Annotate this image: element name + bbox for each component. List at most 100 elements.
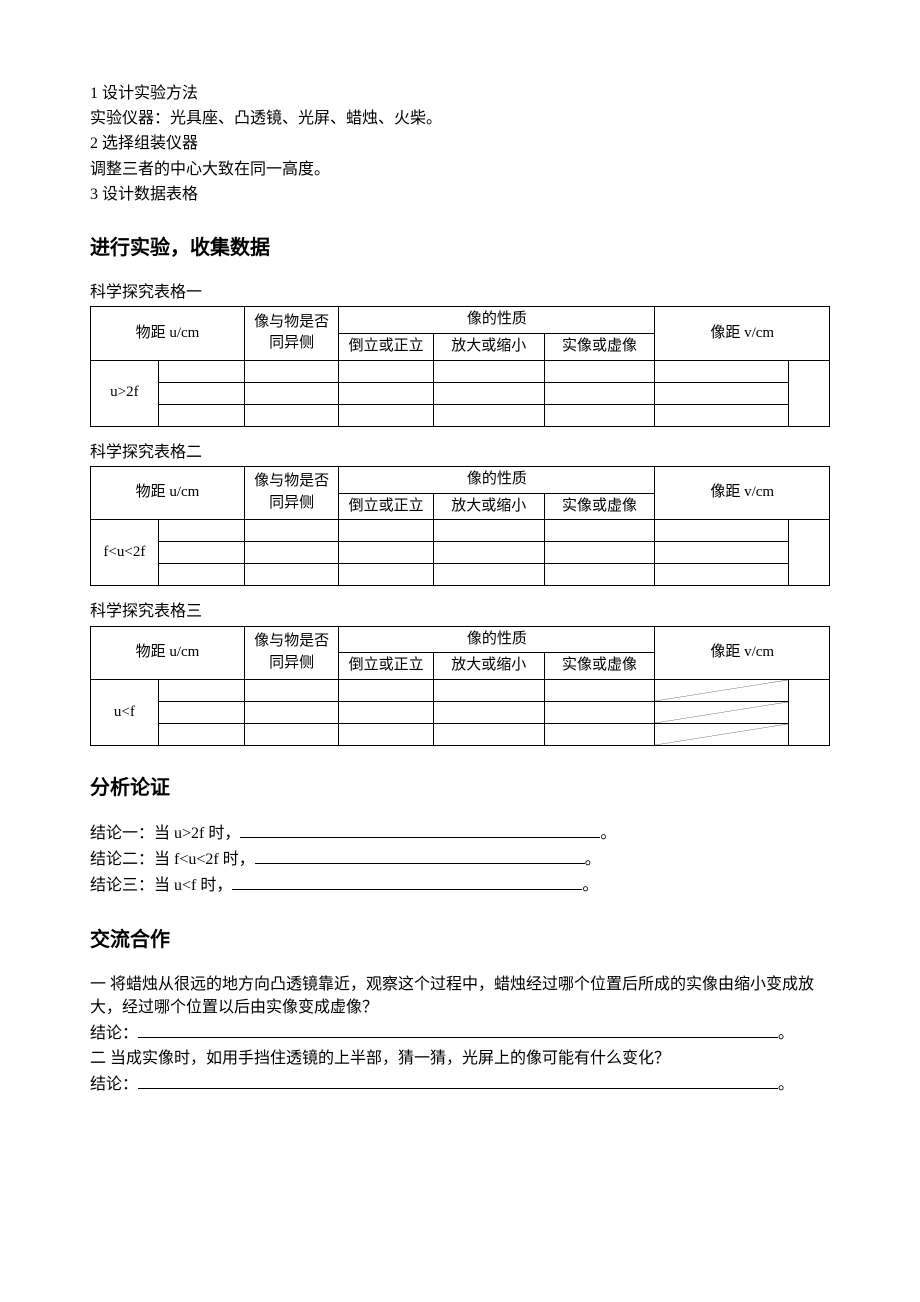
th-orientation: 倒立或正立 (339, 653, 433, 680)
td-empty (244, 382, 338, 404)
conclusion-2-prefix: 结论二：当 f<u<2f 时， (90, 851, 255, 868)
intro-line-3: 2 选择组装仪器 (90, 132, 830, 155)
td-slash (655, 702, 788, 724)
th-same-side: 像与物是否同异侧 (244, 307, 338, 361)
td-empty (158, 702, 244, 724)
th-image-distance: 像距 v/cm (655, 626, 830, 680)
table-row (91, 542, 830, 564)
td-empty (158, 360, 244, 382)
td-empty (433, 360, 544, 382)
td-empty (544, 564, 655, 586)
table-row (91, 564, 830, 586)
conclusion-suffix: 。 (600, 825, 616, 842)
intro-num-2: 2 (90, 135, 98, 152)
intro-text-2: 选择组装仪器 (102, 135, 198, 152)
th-image-distance: 像距 v/cm (655, 307, 830, 361)
td-empty (433, 404, 544, 426)
td-empty (244, 564, 338, 586)
table-row (91, 382, 830, 404)
td-empty (339, 382, 433, 404)
td-empty (433, 520, 544, 542)
conclusion-2: 结论二：当 f<u<2f 时， 。 (90, 847, 830, 871)
intro-line-2: 实验仪器：光具座、凸透镜、光屏、蜡烛、火柴。 (90, 107, 830, 130)
th-real-virtual: 实像或虚像 (544, 653, 655, 680)
td-empty (544, 404, 655, 426)
td-slash (655, 724, 788, 746)
answer-suffix: 。 (778, 1076, 794, 1093)
section-heading-experiment: 进行实验，收集数据 (90, 234, 830, 263)
td-empty (339, 724, 433, 746)
table-row: u>2f (91, 360, 830, 382)
td-empty (655, 542, 788, 564)
th-real-virtual: 实像或虚像 (544, 333, 655, 360)
section-heading-analysis: 分析论证 (90, 774, 830, 803)
td-empty (339, 520, 433, 542)
intro-line-4: 调整三者的中心大致在同一高度。 (90, 158, 830, 181)
td-empty (544, 702, 655, 724)
td-rowlabel: u>2f (91, 360, 159, 426)
conclusion-1-prefix: 结论一：当 u>2f 时， (90, 825, 240, 842)
th-object-distance: 物距 u/cm (91, 466, 245, 520)
th-orientation: 倒立或正立 (339, 493, 433, 520)
intro-num-3: 3 (90, 186, 98, 203)
th-same-side: 像与物是否同异侧 (244, 466, 338, 520)
conclusion-3-prefix: 结论三：当 u<f 时， (90, 877, 232, 894)
blank-line (232, 873, 582, 890)
td-empty (244, 360, 338, 382)
conclusion-1: 结论一：当 u>2f 时， 。 (90, 821, 830, 845)
intro-text-3: 设计数据表格 (102, 186, 198, 203)
td-empty (244, 702, 338, 724)
td-empty (339, 702, 433, 724)
th-image-nature: 像的性质 (339, 466, 655, 493)
td-empty (655, 404, 788, 426)
td-empty (244, 724, 338, 746)
td-empty (433, 702, 544, 724)
th-image-nature: 像的性质 (339, 626, 655, 653)
intro-line-5: 3 设计数据表格 (90, 183, 830, 206)
answer-suffix: 。 (778, 1025, 794, 1042)
td-rowlabel: f<u<2f (91, 520, 159, 586)
td-empty (655, 520, 788, 542)
td-empty (544, 520, 655, 542)
section-heading-discussion: 交流合作 (90, 926, 830, 955)
discussion-a2: 结论： 。 (90, 1072, 830, 1096)
th-real-virtual: 实像或虚像 (544, 493, 655, 520)
td-empty (158, 680, 244, 702)
conclusion-suffix: 。 (585, 851, 601, 868)
table-2: 物距 u/cm 像与物是否同异侧 像的性质 像距 v/cm 倒立或正立 放大或缩… (90, 466, 830, 587)
conclusion-suffix: 。 (582, 877, 598, 894)
td-empty (433, 680, 544, 702)
blank-line (240, 821, 600, 838)
table-2-caption: 科学探究表格二 (90, 441, 830, 464)
conclusion-3: 结论三：当 u<f 时， 。 (90, 873, 830, 897)
intro-line-1: 1 设计实验方法 (90, 82, 830, 105)
td-empty (433, 382, 544, 404)
td-empty (433, 724, 544, 746)
discussion-q1: 一 将蜡烛从很远的地方向凸透镜靠近，观察这个过程中，蜡烛经过哪个位置后所成的实像… (90, 973, 830, 1019)
table-row (91, 404, 830, 426)
th-image-nature: 像的性质 (339, 307, 655, 334)
intro-text-1: 设计实验方法 (102, 85, 198, 102)
td-empty (158, 542, 244, 564)
td-empty (544, 360, 655, 382)
th-size: 放大或缩小 (433, 333, 544, 360)
th-object-distance: 物距 u/cm (91, 626, 245, 680)
td-empty (244, 520, 338, 542)
td-empty (788, 520, 829, 586)
answer-label: 结论： (90, 1076, 138, 1093)
td-empty (158, 382, 244, 404)
th-image-distance: 像距 v/cm (655, 466, 830, 520)
td-empty (158, 564, 244, 586)
td-empty (433, 542, 544, 564)
table-row: u<f (91, 680, 830, 702)
table-1: 物距 u/cm 像与物是否同异侧 像的性质 像距 v/cm 倒立或正立 放大或缩… (90, 306, 830, 427)
td-empty (244, 680, 338, 702)
discussion-q2: 二 当成实像时，如用手挡住透镜的上半部，猜一猜，光屏上的像可能有什么变化？ (90, 1047, 830, 1070)
td-empty (655, 360, 788, 382)
th-same-side: 像与物是否同异侧 (244, 626, 338, 680)
td-empty (788, 360, 829, 426)
table-row (91, 724, 830, 746)
intro-num-1: 1 (90, 85, 98, 102)
th-size: 放大或缩小 (433, 493, 544, 520)
table-row: 物距 u/cm 像与物是否同异侧 像的性质 像距 v/cm (91, 626, 830, 653)
